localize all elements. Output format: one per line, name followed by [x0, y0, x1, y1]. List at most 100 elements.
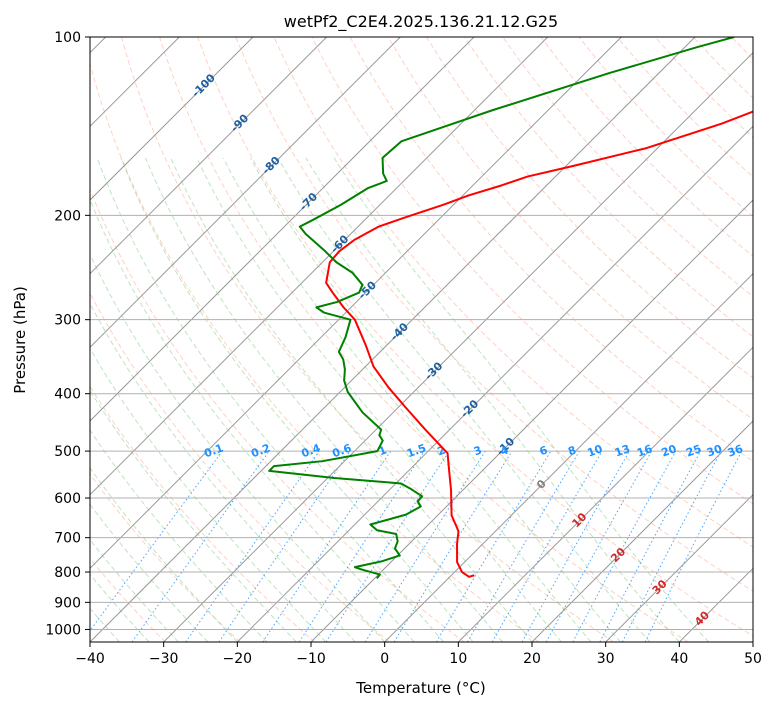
mixing-ratio-label: 30 — [705, 442, 724, 460]
moist-adiabat — [277, 157, 651, 642]
x-tick-label: 30 — [597, 651, 615, 667]
x-tick-label: −40 — [75, 651, 105, 667]
chart-title: wetPf2_C2E4.2025.136.21.12.G25 — [284, 12, 558, 32]
isotherm-line — [163, 51, 753, 642]
mixing-ratio-labels: 0.1 0.2 0.4 0.6 1 1.5 2 3 4 6 8 10 13 16 20 25 30 36 — [202, 441, 745, 460]
x-tick-label: −30 — [149, 651, 179, 667]
mixing-ratio-label: 1.5 — [405, 441, 428, 460]
dry-adiabat — [90, 557, 166, 642]
isotherm-line — [752, 641, 753, 642]
mixing-ratio-label: 1 — [377, 443, 389, 458]
pressure-gridlines — [90, 37, 753, 630]
background-lines — [90, 37, 775, 642]
temperature-profile-line — [325, 110, 753, 578]
y-tick-label: 1000 — [45, 622, 81, 638]
mixing-ratio-label: 16 — [635, 442, 654, 460]
mixing-ratio-line — [185, 450, 320, 642]
isotherm-line — [90, 37, 254, 201]
isotherm-label: -30 — [422, 359, 445, 382]
dry-adiabat — [197, 37, 753, 637]
mixing-ratio-label: 0.1 — [202, 441, 225, 460]
moist-adiabat — [222, 157, 592, 642]
dry-adiabat — [692, 37, 753, 99]
y-axis-label: Pressure (hPa) — [11, 286, 29, 394]
mixing-ratio-label: 2 — [436, 443, 448, 458]
x-tick-label: 40 — [670, 651, 688, 667]
mixing-ratio-line — [572, 450, 677, 642]
x-axis-label: Temperature (°C) — [355, 679, 485, 697]
mixing-ratio-label: 20 — [660, 442, 679, 460]
isotherm-line — [236, 125, 753, 642]
y-tick-label: 900 — [54, 595, 81, 611]
mixing-ratio-line — [521, 450, 630, 642]
moist-adiabat — [170, 157, 533, 642]
dewpoint-profile-line — [268, 37, 735, 580]
isotherm-label: 30 — [650, 577, 670, 597]
dry-adiabat — [90, 292, 390, 642]
y-tick-label: 100 — [54, 30, 81, 46]
isotherm-line — [90, 37, 475, 422]
dry-adiabat — [425, 37, 753, 379]
y-tick-label: 200 — [54, 208, 81, 224]
dry-adiabat — [273, 37, 753, 548]
isotherm-line — [90, 37, 401, 349]
isotherm-label: -20 — [458, 397, 481, 420]
isotherm-line — [457, 346, 753, 642]
isotherm-line — [678, 567, 753, 642]
isotherm-line — [384, 272, 753, 642]
mixing-ratio-line — [90, 450, 223, 632]
axes: −40 −30 −20 −10 0 10 20 30 40 5010020030040050060… — [45, 30, 762, 667]
dry-adiabat — [159, 37, 689, 642]
mixing-ratio-line — [644, 450, 743, 642]
plot-frame — [89, 36, 754, 643]
dry-adiabat — [90, 188, 465, 642]
isotherm-line — [90, 37, 622, 570]
moist-adiabat — [90, 253, 386, 642]
mixing-ratio-label: 3 — [472, 443, 484, 458]
dry-adiabat — [387, 37, 753, 420]
dry-adiabat — [90, 62, 540, 642]
isotherm-line — [90, 37, 549, 496]
dry-adiabat — [90, 473, 241, 642]
mixing-ratio-label: 8 — [566, 444, 578, 459]
moist-adiabat — [196, 157, 562, 642]
moist-adiabat — [90, 539, 179, 642]
dry-adiabat — [120, 37, 614, 642]
mixing-ratio-label: 13 — [613, 442, 632, 459]
x-tick-label: −20 — [223, 651, 253, 667]
mixing-ratio-label: 6 — [538, 443, 550, 458]
mixing-ratio-label: 4 — [499, 443, 511, 458]
isotherm-line — [90, 37, 696, 642]
mixing-ratio-line — [262, 450, 392, 642]
x-tick-label: 0 — [380, 651, 389, 667]
mixing-ratio-line — [131, 450, 270, 642]
dry-adiabat — [770, 37, 775, 642]
isotherm-line — [90, 37, 328, 275]
moist-adiabat — [90, 389, 297, 642]
isotherm-line — [605, 493, 753, 642]
x-tick-label: 10 — [449, 651, 467, 667]
mixing-ratio-label: 0.4 — [300, 441, 323, 460]
y-tick-label: 800 — [54, 565, 81, 581]
moist-adiabat — [333, 157, 710, 642]
y-tick-label: 300 — [54, 313, 81, 329]
dry-adiabat — [464, 37, 753, 338]
y-tick-label: 400 — [54, 387, 81, 403]
mixing-ratio-line — [364, 450, 486, 642]
mixing-ratio-line — [393, 450, 513, 642]
isotherm-label: -90 — [228, 111, 251, 134]
isotherm-line — [531, 420, 753, 642]
mixing-ratio-line — [325, 450, 450, 642]
dry-adiabat — [235, 37, 753, 592]
y-tick-label: 700 — [54, 531, 81, 547]
profile-series — [268, 37, 753, 580]
mixing-ratio-line — [298, 450, 425, 642]
moist-adiabat — [249, 157, 621, 642]
moist-adiabat — [90, 467, 238, 642]
mixing-ratio-line — [218, 450, 351, 642]
mixing-ratio-label: 25 — [684, 442, 703, 459]
x-tick-label: 50 — [744, 651, 762, 667]
mixing-ratio-label: 36 — [726, 442, 745, 460]
